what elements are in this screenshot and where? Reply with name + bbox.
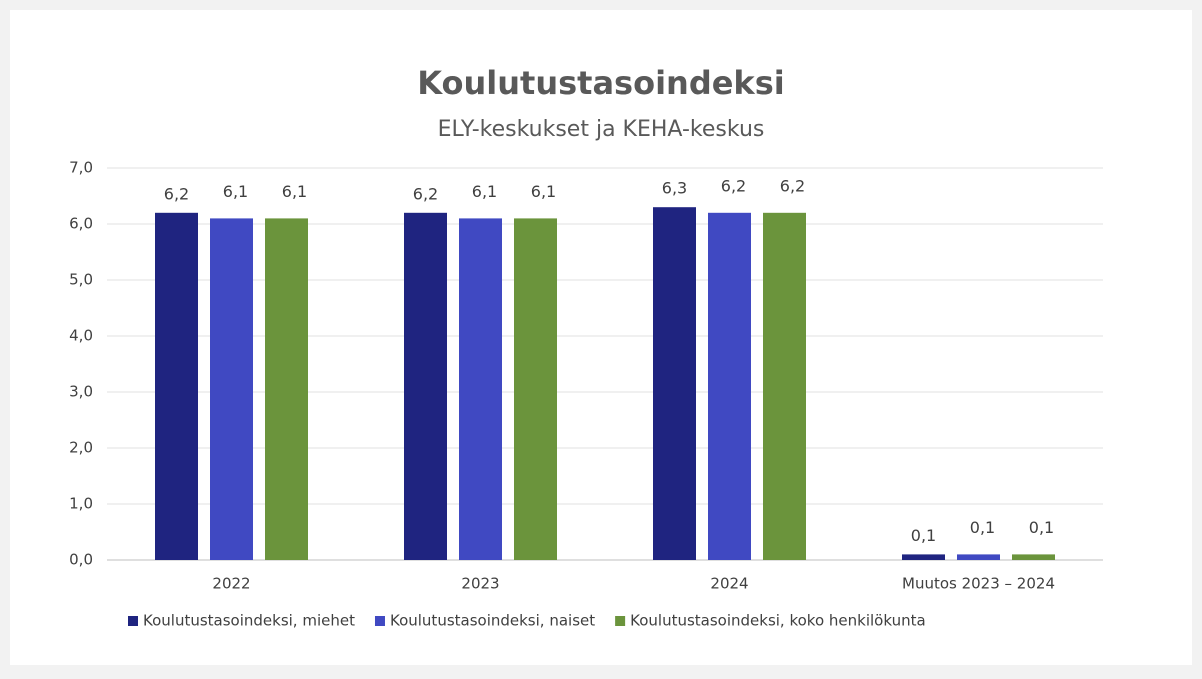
value-label: 6,2 [413,184,438,203]
legend-swatch [128,616,138,626]
y-tick-label: 7,0 [69,159,93,177]
x-tick-label: 2024 [710,575,748,593]
bar [708,212,751,561]
chart-subtitle: ELY-keskukset ja KEHA-keskus [438,117,765,142]
value-label: 6,2 [721,176,746,195]
bar [763,212,806,561]
value-label: 0,1 [970,518,995,537]
legend-swatch [374,616,385,626]
bar [653,207,696,560]
value-label: 6,1 [282,182,307,201]
bar [210,218,253,560]
y-tick-label: 5,0 [69,271,93,289]
bar [459,218,502,560]
legend-label: Koulutustasoindeksi, koko henkilökunta [630,612,926,630]
value-label: 0,1 [911,526,936,545]
y-tick-label: 4,0 [69,327,93,345]
legend-label: Koulutustasoindeksi, naiset [390,612,595,630]
x-tick-label: Muutos 2023 – 2024 [902,575,1055,593]
legend-label: Koulutustasoindeksi, miehet [143,612,355,630]
bar [514,218,557,560]
y-tick-label: 3,0 [69,383,93,401]
bar [1012,554,1055,560]
value-label: 6,2 [780,176,805,195]
legend-swatch [615,616,626,626]
bar [957,554,1000,560]
bar [265,218,308,560]
x-tick-label: 2022 [212,575,250,593]
value-label: 0,1 [1029,518,1054,537]
value-label: 6,2 [164,184,189,203]
y-tick-label: 6,0 [69,215,93,233]
chart-title: Koulutustasoindeksi [417,64,784,102]
y-tick-label: 2,0 [69,439,93,457]
y-tick-label: 0,0 [69,551,93,569]
value-label: 6,1 [223,182,248,201]
bar [155,212,198,561]
value-label: 6,3 [662,179,687,198]
bar [404,212,447,561]
value-label: 6,1 [531,182,556,201]
y-tick-label: 1,0 [69,495,93,513]
value-label: 6,1 [472,182,497,201]
bar [902,554,945,560]
x-tick-label: 2023 [461,575,499,593]
